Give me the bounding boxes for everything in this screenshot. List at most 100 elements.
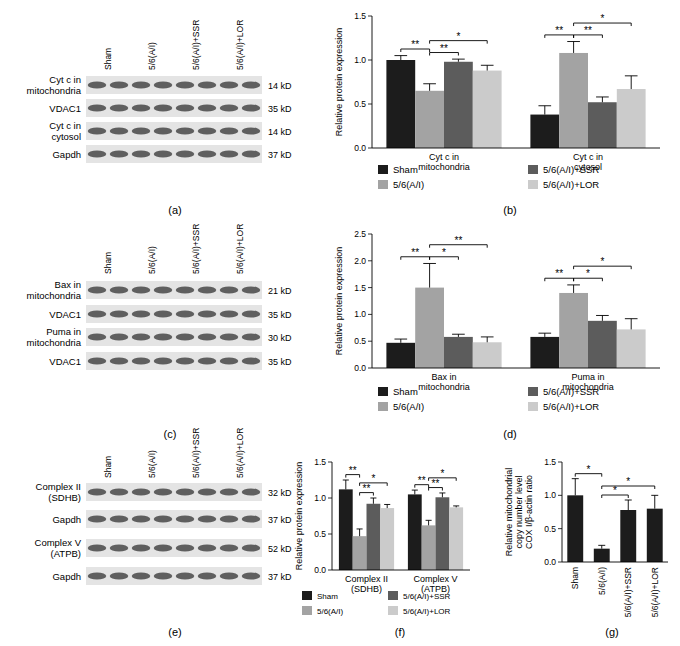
bar <box>620 510 636 562</box>
blot-band <box>132 150 150 157</box>
blot-band <box>154 572 172 579</box>
blot-band <box>154 544 172 551</box>
y-tick <box>328 462 332 463</box>
significance-bracket: ** <box>401 39 430 52</box>
blot-band <box>242 104 260 111</box>
y-tick <box>368 314 372 315</box>
significance-label: ** <box>363 483 371 494</box>
legend-swatch <box>378 180 388 189</box>
error-cap <box>384 504 390 505</box>
significance-label: ** <box>555 25 563 36</box>
y-tick <box>558 528 562 529</box>
panel-label: (f) <box>395 626 405 638</box>
blot-band <box>154 104 172 111</box>
significance-bracket: * <box>430 31 488 44</box>
bar <box>473 342 502 368</box>
blot-band <box>176 286 194 293</box>
y-tick-label: 0.0 <box>314 565 326 575</box>
error-cap <box>572 478 579 479</box>
y-tick-label: 1.0 <box>354 55 366 65</box>
blot-band <box>154 81 172 88</box>
error-line <box>631 76 632 89</box>
blot-band <box>242 286 260 293</box>
blot-band <box>110 515 128 522</box>
blot-band <box>88 286 106 293</box>
lane-label: Sham <box>103 456 113 478</box>
lane-label: Sham <box>103 48 113 70</box>
blot-band <box>110 357 128 364</box>
significance-label: * <box>626 476 630 487</box>
error-cap <box>625 500 632 501</box>
error-bar <box>439 493 445 497</box>
blot-band <box>242 333 260 340</box>
size-label: 35 kD <box>268 104 292 114</box>
plot-area <box>339 480 463 570</box>
error-cap <box>452 59 465 60</box>
x-axis <box>562 562 668 563</box>
y-tick-label: 1.5 <box>354 283 366 293</box>
legend-swatch <box>378 402 388 411</box>
blot-band <box>132 333 150 340</box>
error-cap <box>596 315 609 316</box>
significance-bracket: ** <box>430 43 459 56</box>
lane-label: 5/6(A/I) <box>147 246 157 274</box>
y-tick-label: 0.5 <box>354 99 366 109</box>
legend-label: 5/6(A/I)+LOR <box>543 179 599 190</box>
significance-bracket: ** <box>574 25 603 38</box>
y-tick <box>368 148 372 149</box>
significance-bracket: ** <box>429 478 443 491</box>
blot-strip <box>86 567 262 585</box>
blot-panel: Sham5/6(A/I)5/6(A/I)+SSR5/6(A/I)+LORCyt … <box>27 20 292 216</box>
lane-label: 5/6(A/I) <box>147 450 157 478</box>
error-bar <box>481 65 494 70</box>
size-label: 14 kD <box>268 81 292 91</box>
error-cap <box>343 480 349 481</box>
blot-strip <box>86 76 262 94</box>
blot-band <box>154 286 172 293</box>
error-line <box>400 56 401 60</box>
blot-band <box>242 81 260 88</box>
blot-strip <box>86 539 262 557</box>
x-tick-label: 5/6(A/I)+LOR <box>650 567 660 617</box>
figure: Sham5/6(A/I)5/6(A/I)+SSR5/6(A/I)+LORCyt … <box>0 0 680 646</box>
legend-label: 5/6(A/I)+LOR <box>403 607 451 616</box>
blot-band <box>132 104 150 111</box>
bar <box>367 504 381 570</box>
blot-band <box>154 515 172 522</box>
bar <box>594 549 610 562</box>
blot-strip <box>86 305 262 323</box>
error-line <box>544 106 545 115</box>
blot-panel: Sham5/6(A/I)5/6(A/I)+SSR5/6(A/I)+LORComp… <box>35 428 292 638</box>
y-axis-label: Relative protein expression <box>334 28 344 137</box>
y-tick <box>558 495 562 496</box>
error-cap <box>538 333 551 334</box>
error-bar <box>596 97 609 102</box>
error-bar <box>572 479 579 496</box>
error-bar <box>598 545 605 548</box>
blot-band <box>154 488 172 495</box>
row-label: Cyt c inmitochondria <box>27 74 82 96</box>
blot-band <box>88 81 106 88</box>
plot-area <box>567 479 662 562</box>
blot-strip <box>86 281 262 299</box>
row-label: Complex II(SDHB) <box>36 481 81 503</box>
blot-band <box>110 81 128 88</box>
lane-label: Sham <box>103 252 113 274</box>
y-tick <box>328 498 332 499</box>
significance-bracket: ** <box>545 25 574 38</box>
significance-bracket: ** <box>430 235 488 248</box>
legend-label: Sham <box>393 164 418 175</box>
y-axis <box>372 234 373 368</box>
significance-bracket: ** <box>545 268 574 281</box>
blot-band <box>198 544 216 551</box>
blot-band <box>110 127 128 134</box>
plot-area <box>386 42 645 148</box>
error-cap <box>538 105 551 106</box>
y-tick <box>368 16 372 17</box>
error-line <box>601 545 602 548</box>
y-tick <box>558 562 562 563</box>
significance-bracket: * <box>360 473 388 486</box>
y-tick-label: 0.5 <box>544 524 556 534</box>
significance-label: ** <box>411 247 419 258</box>
blot-band <box>154 310 172 317</box>
